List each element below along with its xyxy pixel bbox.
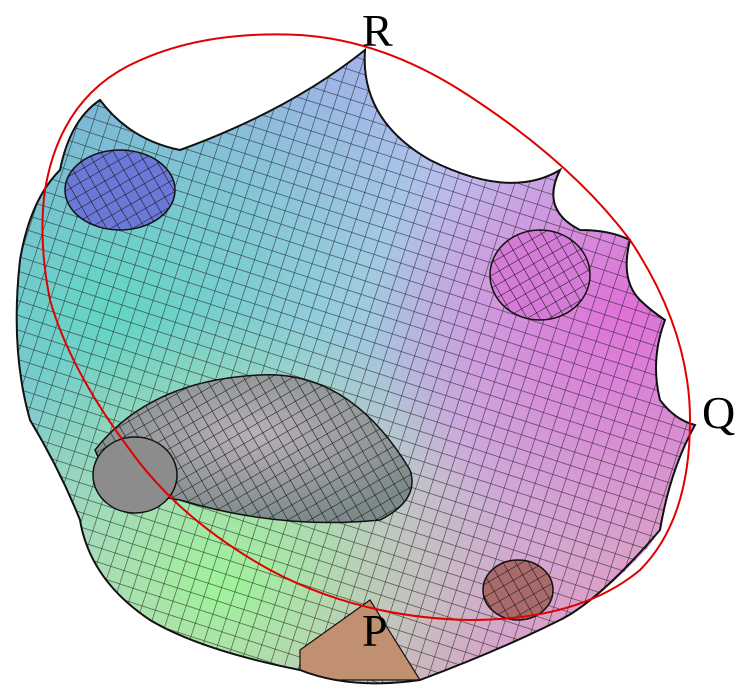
figure: R Q P (0, 0, 742, 689)
label-p: P (362, 605, 388, 656)
label-r: R (362, 5, 393, 56)
label-q: Q (702, 387, 735, 438)
